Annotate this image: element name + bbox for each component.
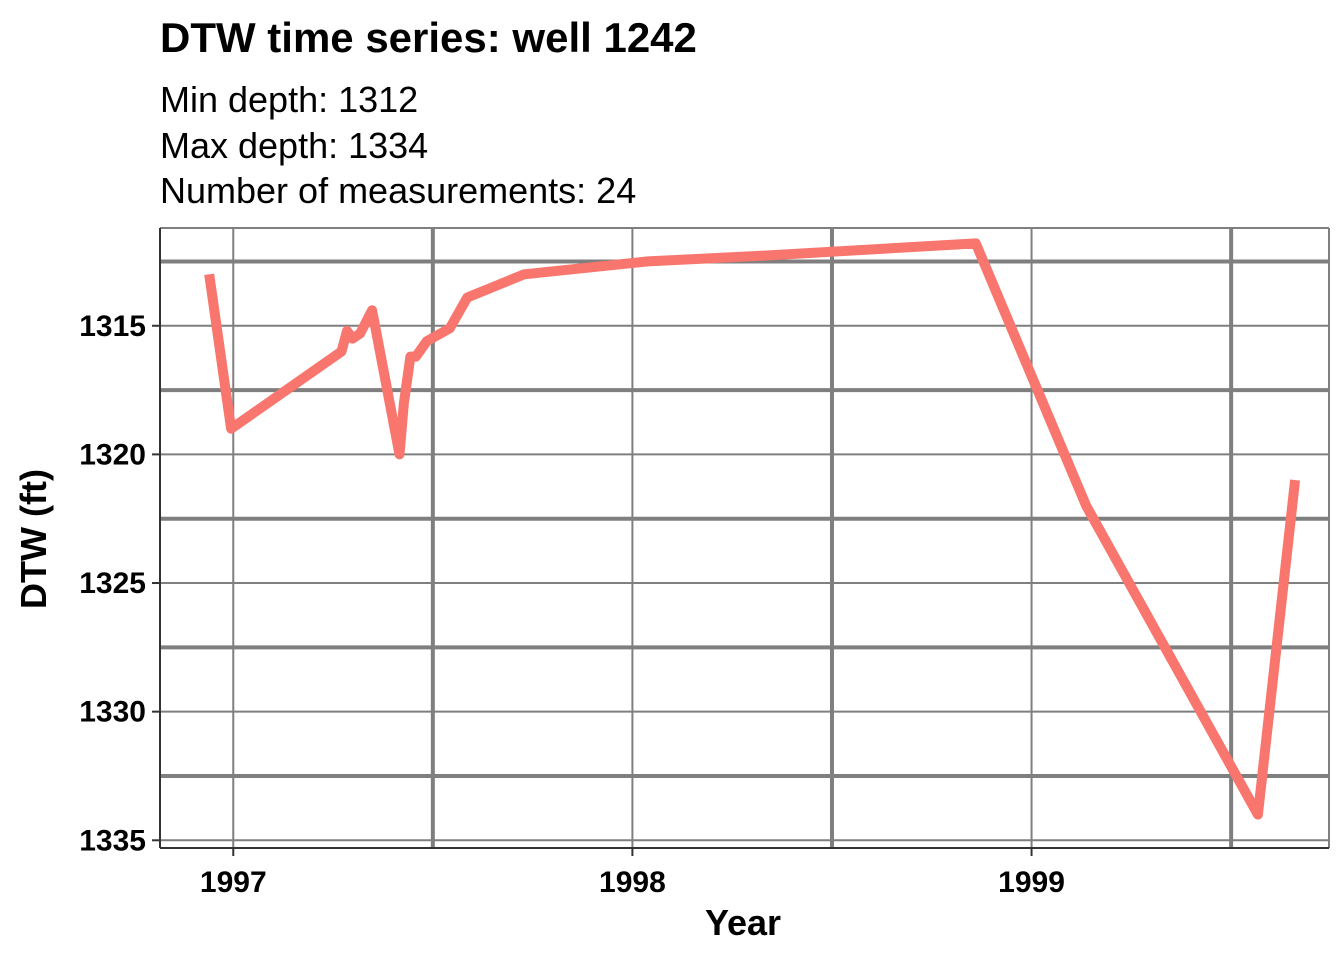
- y-tick-label-1325: 1325: [79, 567, 146, 600]
- y-tick-label-1335: 1335: [79, 824, 146, 857]
- y-axis-tick-labels: 1315 1320 1325 1330 1335: [79, 310, 146, 858]
- series-line-0: [204, 238, 1301, 820]
- series-layer: [204, 238, 1301, 820]
- chart-title: DTW time series: well 1242: [160, 14, 697, 61]
- y-axis-title: DTW (ft): [13, 469, 54, 609]
- axes: [152, 227, 1330, 856]
- x-tick-label-1999: 1999: [998, 866, 1065, 899]
- x-axis-title: Year: [705, 902, 781, 943]
- y-tick-label-1330: 1330: [79, 696, 146, 729]
- x-tick-label-1997: 1997: [200, 866, 267, 899]
- grid-major: [160, 228, 1329, 848]
- grid-minor: [160, 228, 1329, 848]
- x-tick-label-1998: 1998: [599, 866, 666, 899]
- chart-subtitle-max-depth: Max depth: 1334: [160, 125, 428, 166]
- x-axis-tick-labels: 1997 1998 1999: [200, 866, 1065, 899]
- y-tick-label-1315: 1315: [79, 310, 146, 343]
- chart-subtitle-measurements: Number of measurements: 24: [160, 170, 636, 211]
- y-tick-label-1320: 1320: [79, 438, 146, 471]
- chart-subtitle-min-depth: Min depth: 1312: [160, 79, 418, 120]
